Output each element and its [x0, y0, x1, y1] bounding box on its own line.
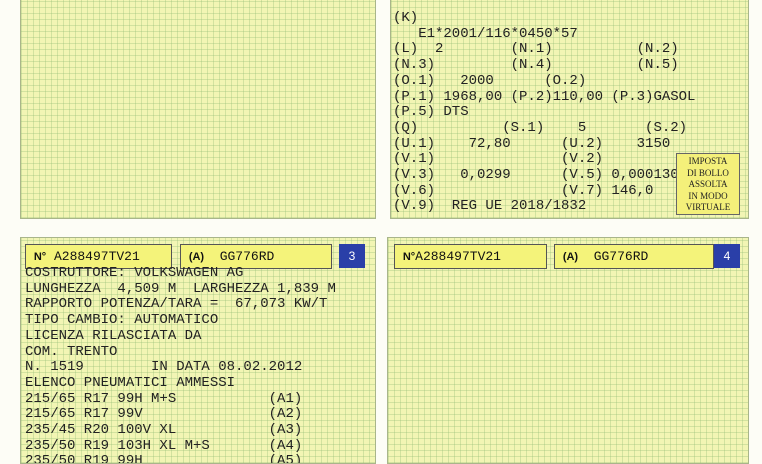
- text-line: COM. TRENTO: [25, 343, 118, 360]
- stamp: IMPOSTA DI BOLLO ASSOLTA IN MODO VIRTUALE: [676, 153, 740, 215]
- page-number: 4: [714, 244, 740, 268]
- panel-3: N° A288497TV21 (A) GG776RD 3 COSTRUTTORE…: [20, 237, 376, 464]
- text-line: IN MODO: [688, 190, 728, 201]
- text-line: COSTRUTTORE: VOLKSWAGEN AG: [25, 265, 244, 281]
- text-line: 235/50 R19 103H XL M+S (A4): [25, 437, 303, 454]
- text-line: (Q) (S.1) 5 (S.2): [393, 119, 688, 136]
- text-line: (O.1) 2000 (O.2): [393, 72, 587, 89]
- blank-panel: [20, 0, 376, 219]
- text-line: 235/45 R20 100V XL (A3): [25, 422, 303, 439]
- value: GG776RD: [593, 249, 649, 264]
- value: A288497TV21: [415, 249, 501, 264]
- text-line: RAPPORTO POTENZA/TARA = 67,073 KW/T: [25, 296, 328, 313]
- value: GG776RD: [219, 249, 275, 264]
- text-line: (V.6) (V.7) 146,0: [393, 182, 654, 199]
- text-line: 215/65 R17 99H M+S (A1): [25, 390, 303, 407]
- page-number: 3: [339, 244, 365, 268]
- text-line: (V.3) 0,0299 (V.5) 0,000130: [393, 167, 679, 184]
- text-line: (P.5) DTS: [393, 104, 469, 121]
- text-line: ELENCO PNEUMATICI AMMESSI: [25, 374, 236, 391]
- number-box: N°A288497TV21: [394, 244, 547, 269]
- text-line: 215/65 R17 99V (A2): [25, 406, 303, 423]
- text-line: (N.3) (N.4) (N.5): [393, 57, 679, 74]
- number-box: N° A288497TV21: [25, 244, 172, 269]
- text-line: E1*2001/116*0450*57: [393, 25, 578, 42]
- text-block: (K) E1*2001/116*0450*57 (L) 2 (N.1) (N.2)…: [393, 10, 696, 215]
- label: (A): [562, 251, 579, 263]
- text-line: N. 1519 IN DATA 08.02.2012: [25, 359, 303, 376]
- label: (A): [188, 251, 205, 263]
- text-line: (P.1) 1968,00 (P.2)110,00 (P.3)GASOL: [393, 88, 696, 105]
- panel-top-right: (K) E1*2001/116*0450*57 (L) 2 (N.1) (N.2)…: [390, 0, 749, 219]
- text-line: (U.1) 72,80 (U.2) 3150: [393, 135, 671, 152]
- label: N°: [33, 251, 47, 263]
- text-line: ASSOLTA: [688, 179, 728, 189]
- text-line: (V.1) (V.2): [393, 151, 604, 168]
- text-line: LICENZA RILASCIATA DA: [25, 327, 202, 344]
- text-line: DI BOLLO: [687, 167, 729, 178]
- plate-box: (A) GG776RD: [180, 244, 332, 269]
- plate-box: (A) GG776RD: [554, 244, 714, 269]
- text-line: (V.9) REG UE 2018/1832: [393, 198, 587, 215]
- text-line: TIPO CAMBIO: AUTOMATICO: [25, 312, 219, 329]
- panel-4: N°A288497TV21 (A) GG776RD 4: [387, 237, 749, 464]
- text-line: LUNGHEZZA 4,509 M LARGHEZZA 1,839 M: [25, 280, 336, 297]
- value: A288497TV21: [53, 249, 140, 264]
- label: N°: [402, 251, 416, 263]
- text-line: VIRTUALE: [685, 202, 731, 212]
- text-line: (L) 2 (N.1) (N.2): [393, 41, 679, 58]
- text-block: COSTRUTTORE: VOLKSWAGEN AG LUNGHEZZA 4,50…: [25, 265, 336, 463]
- text-line: (K): [393, 10, 419, 26]
- text-line: IMPOSTA: [688, 156, 728, 166]
